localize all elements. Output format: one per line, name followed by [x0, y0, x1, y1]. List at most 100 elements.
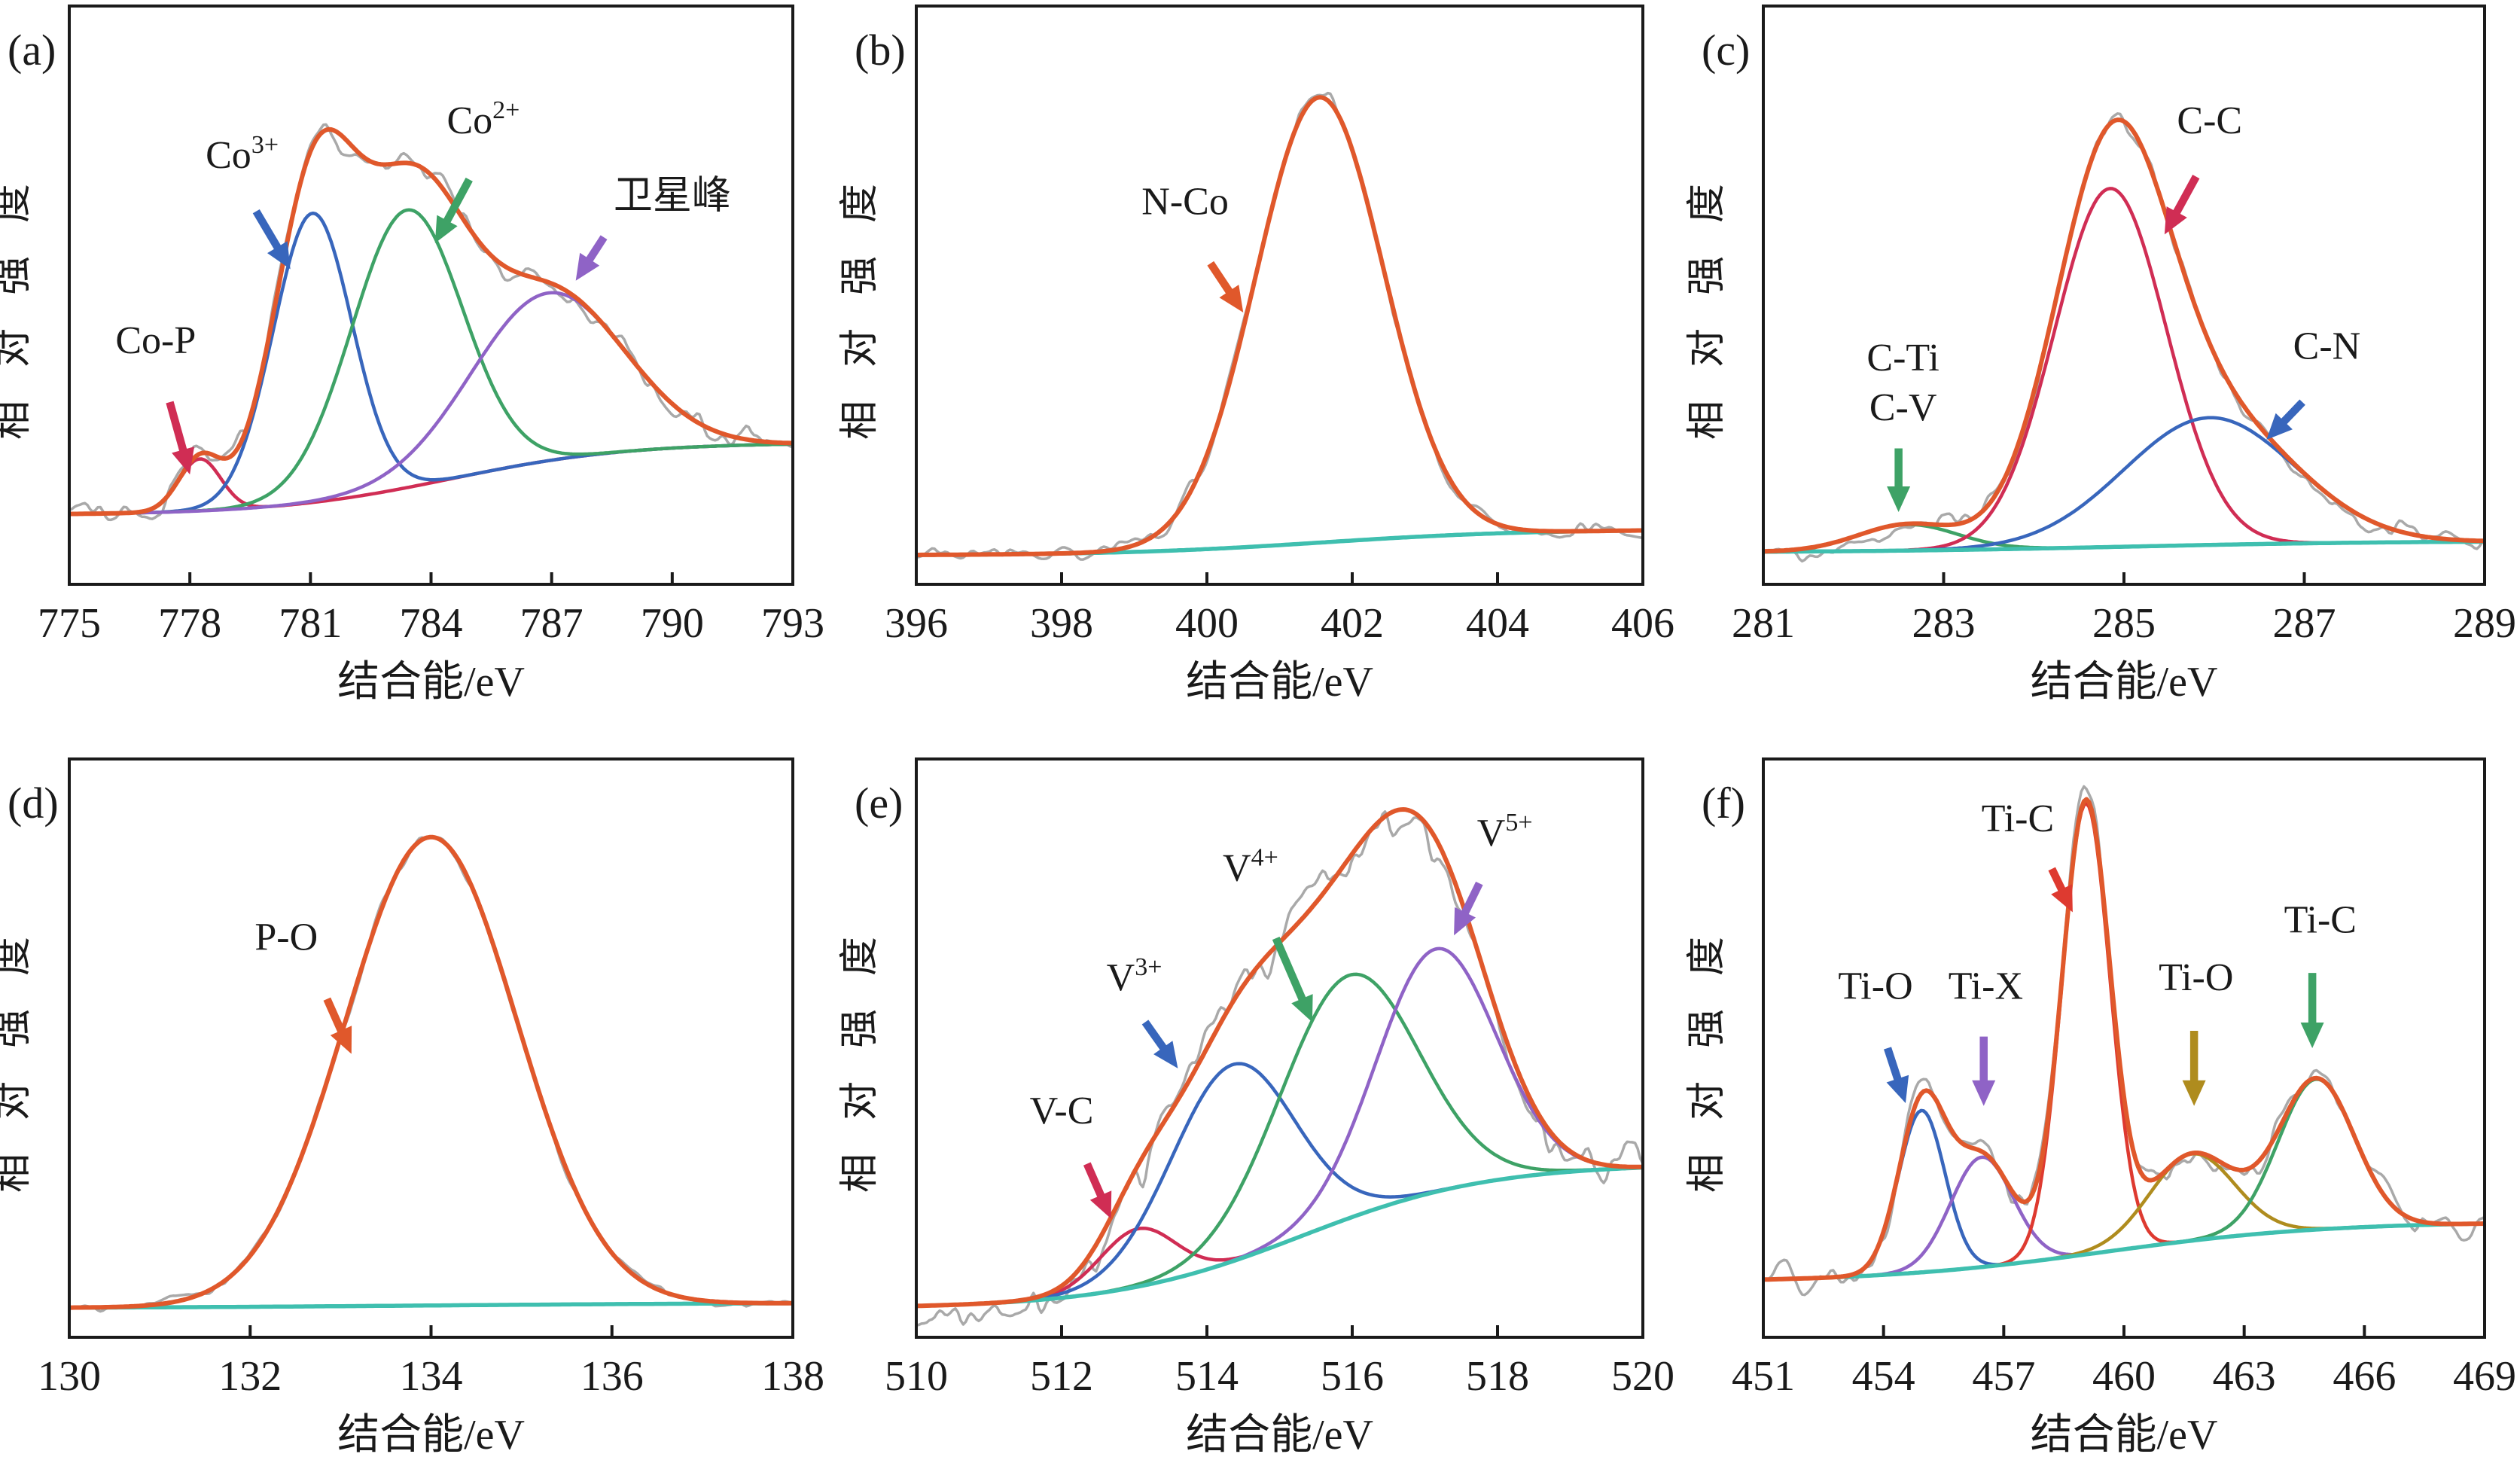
annotation-label: C-V [1869, 386, 1937, 429]
x-tick-label: 520 [1611, 1353, 1674, 1400]
annotation-label: Ti-C [2284, 898, 2357, 941]
fit-peak-V4+ [915, 972, 1644, 1308]
annotation-b-0: N-Co [1141, 180, 1244, 313]
annotation-label: Ti-O [2159, 956, 2233, 999]
x-tick-label: 138 [761, 1353, 824, 1400]
plot-curves [1762, 112, 2486, 563]
annotation-arrow-f-3-head [2182, 1080, 2206, 1106]
annotation-arrow-c-1-shaft [2279, 399, 2305, 426]
y-axis-label: 相对强度 [0, 151, 35, 440]
annotation-arrow-a-3-shaft [584, 235, 608, 264]
annotation-a-1: Co3+ [206, 131, 291, 270]
y-axis-label: 相对强度 [0, 904, 35, 1193]
x-tick-label: 283 [1912, 600, 1976, 647]
x-tick-label: 460 [2092, 1353, 2156, 1400]
x-tick-label: 457 [1972, 1353, 2035, 1400]
panel-e: 510 512 514 516 518 520 结合能/eV 相对强度 (e) V-C V3+ V4+… [839, 757, 1674, 1457]
annotation-label: V5+ [1477, 809, 1533, 855]
panel-d: 130 132 134 136 138 结合能/eV 相对强度 (d) P-O [0, 757, 824, 1457]
plot-frame [1762, 5, 2486, 586]
x-tick-label: 775 [38, 600, 101, 647]
x-tick-label: 463 [2213, 1353, 2276, 1400]
annotation-label: V4+ [1223, 843, 1278, 889]
panel-letter-f: (f) [1702, 779, 1745, 828]
annotation-label: Co2+ [446, 96, 520, 142]
annotation-d-0: P-O [254, 916, 352, 1054]
annotation-label: C-N [2293, 325, 2361, 367]
x-tick-label: 781 [279, 600, 342, 647]
annotation-arrow-e-0-head [1089, 1190, 1112, 1219]
annotation-arrow-e-2-shaft [1272, 936, 1307, 1004]
annotation-arrow-f-4-head [2300, 1023, 2324, 1048]
plot-frame [915, 757, 1644, 1339]
x-tick-label: 406 [1611, 600, 1674, 647]
x-tick-label: 400 [1175, 600, 1239, 647]
fit-peak-V5+ [915, 946, 1644, 1308]
annotation-c-2: C-Ti C-V [1866, 337, 1940, 512]
annotation-arrow-f-0-head [1886, 1074, 1909, 1103]
background-curve [68, 1301, 794, 1310]
annotation-arrow-a-3-head [575, 252, 600, 281]
annotation-arrow-e-3-shaft [1460, 881, 1483, 917]
x-axis-label: 结合能/eV [337, 1412, 525, 1457]
envelope-curve [915, 95, 1644, 557]
annotation-a-2: Co2+ [434, 96, 520, 243]
x-tick-label: 281 [1732, 600, 1795, 647]
annotation-f-1: Ti-X [1949, 965, 2023, 1106]
plot-frame [915, 5, 1644, 586]
annotation-arrow-a-2-shaft [442, 177, 473, 225]
x-tick-label: 289 [2453, 600, 2516, 647]
background-curve [915, 1165, 1644, 1309]
annotation-arrow-e-1-shaft [1141, 1020, 1169, 1053]
annotation-arrow-e-3-head [1454, 907, 1476, 936]
x-tick-label: 512 [1030, 1353, 1093, 1400]
annotation-label: C-Ti [1866, 337, 1939, 379]
annotation-arrow-a-2-head [434, 215, 458, 243]
annotation-arrow-c-0-head [2164, 206, 2187, 235]
panel-c: 281 283 285 287 289结合能/eV相对强度(c)C-CC-NC-TiC-… [1686, 5, 2516, 706]
annotation-label: N-Co [1141, 180, 1229, 223]
panel-b: 396 398 400 402 404 406 结合能/eV 相对强度 (b) N-Co [839, 5, 1674, 706]
annotation-arrow-f-0-shaft [1884, 1047, 1903, 1084]
panel-a: 775 778 781 784 787 790 793 结合能/eV 相对强度 (a) Co-P Co… [0, 5, 824, 706]
fit-peak-Ti-O [1762, 1108, 2486, 1282]
x-axis-label: 结合能/eV [1186, 1412, 1373, 1457]
annotation-e-1: V3+ [1107, 953, 1178, 1068]
x-axis-label: 结合能/eV [337, 659, 525, 706]
fit-peak-Ti-C [1762, 801, 2486, 1282]
panel-f: 451 454 457 460 463 466 469 结合能/eV 相对强度 (f) Ti-O Ti… [1686, 757, 2516, 1457]
envelope-curve [915, 807, 1644, 1309]
raw-spectrum-curve [1762, 785, 2486, 1297]
plot-curves [915, 807, 1644, 1327]
x-tick-label: 451 [1732, 1353, 1795, 1400]
annotation-c-1: C-N [2266, 325, 2360, 440]
x-tick-label: 518 [1466, 1353, 1529, 1400]
annotation-a-0: Co-P [115, 319, 196, 475]
annotation-arrow-d-0-shaft [323, 997, 346, 1035]
x-tick-label: 402 [1321, 600, 1384, 647]
x-tick-label: 466 [2333, 1353, 2396, 1400]
annotation-arrow-a-1-head [267, 241, 291, 270]
x-tick-label: 784 [400, 600, 463, 647]
annotation-arrow-e-1-head [1153, 1041, 1178, 1068]
x-tick-label: 287 [2273, 600, 2336, 647]
x-tick-label: 132 [218, 1353, 282, 1400]
annotation-a-3: 卫星峰 [575, 175, 731, 281]
x-axis-label: 结合能/eV [1186, 659, 1373, 706]
annotation-label: Co3+ [206, 131, 279, 177]
annotation-e-2: V4+ [1223, 843, 1313, 1023]
annotation-arrow-f-2-shaft [2048, 867, 2067, 894]
annotation-label: V3+ [1107, 953, 1162, 999]
annotation-label: Ti-O [1838, 965, 1912, 1008]
x-axis-label: 结合能/eV [2031, 659, 2218, 706]
plot-frame [68, 757, 794, 1339]
x-tick-label: 396 [885, 600, 948, 647]
x-tick-label: 469 [2453, 1353, 2516, 1400]
annotation-arrow-b-0-shaft [1207, 261, 1235, 296]
annotation-arrow-c-0-shaft [2171, 175, 2200, 217]
annotation-arrow-a-0-head [172, 447, 194, 475]
x-tick-label: 136 [580, 1353, 644, 1400]
envelope-curve [1762, 117, 2486, 554]
x-tick-label: 793 [761, 600, 824, 647]
